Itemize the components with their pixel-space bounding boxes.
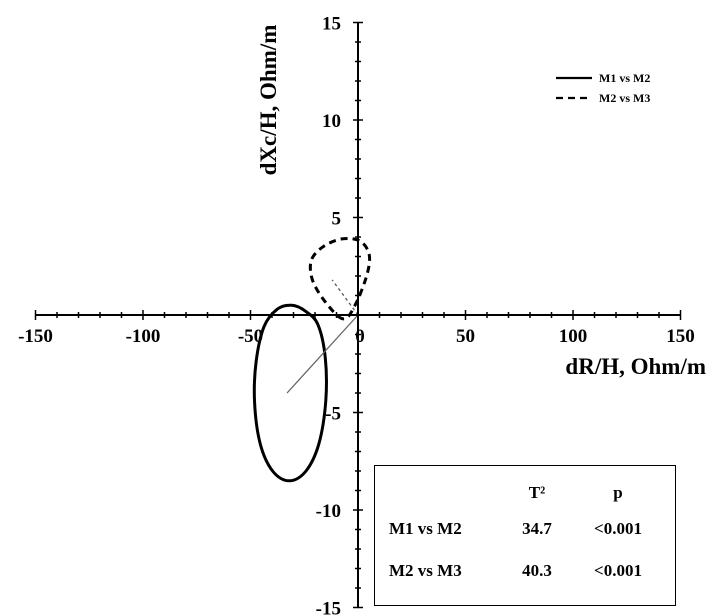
stats-row-label: M2 vs M3: [389, 561, 462, 580]
ellipse-m1-vs-m2: [252, 303, 328, 483]
stats-row-m1-vs-m2: M1 vs M2 34.7 <0.001: [389, 508, 663, 550]
x-tick-label: 100: [559, 326, 588, 347]
y-tick-label: 5: [332, 209, 342, 230]
y-axis-title: dXc/H, Ohm/m: [256, 25, 281, 176]
legend-label-m2-vs-m3: M2 vs M3: [599, 91, 650, 105]
stats-p-value: <0.001: [594, 519, 642, 538]
y-tick-label: 10: [322, 111, 341, 132]
stats-t2-value: 34.7: [522, 519, 552, 538]
y-tick-label: -15: [316, 599, 341, 615]
x-tick-label: 0: [355, 326, 365, 347]
stats-t2-value: 40.3: [522, 561, 552, 580]
stats-header-blank: [389, 478, 501, 508]
y-tick-label: -10: [316, 501, 341, 522]
y-tick-label: -5: [325, 404, 341, 425]
stats-p-value: <0.001: [594, 561, 642, 580]
stats-table-box: T² p M1 vs M2 34.7 <0.001 M2 vs M3 40.3 …: [374, 465, 676, 606]
legend: M1 vs M2 M2 vs M3: [556, 71, 650, 105]
stats-header-t2: T²: [528, 483, 546, 502]
stats-table: T² p M1 vs M2 34.7 <0.001 M2 vs M3 40.3 …: [389, 478, 663, 592]
ellipse-m2-vs-m3: [308, 236, 372, 321]
x-tick-label: 50: [456, 326, 475, 347]
legend-label-m1-vs-m2: M1 vs M2: [599, 71, 650, 85]
stats-header-p: p: [613, 483, 623, 502]
stats-header-row: T² p: [389, 478, 663, 508]
x-tick-label: -150: [18, 326, 53, 347]
x-tick-label: 150: [666, 326, 695, 347]
stats-row-m2-vs-m3: M2 vs M3 40.3 <0.001: [389, 550, 663, 592]
y-tick-label: 15: [322, 14, 341, 35]
stats-row-label: M1 vs M2: [389, 519, 462, 538]
x-tick-label: -50: [238, 326, 263, 347]
mean-vector-m1-vs-m2: [286, 314, 359, 394]
mean-vector-m2-vs-m3: [331, 279, 359, 316]
x-axis-title: dR/H, Ohm/m: [565, 354, 706, 379]
x-tick-label: -100: [126, 326, 161, 347]
